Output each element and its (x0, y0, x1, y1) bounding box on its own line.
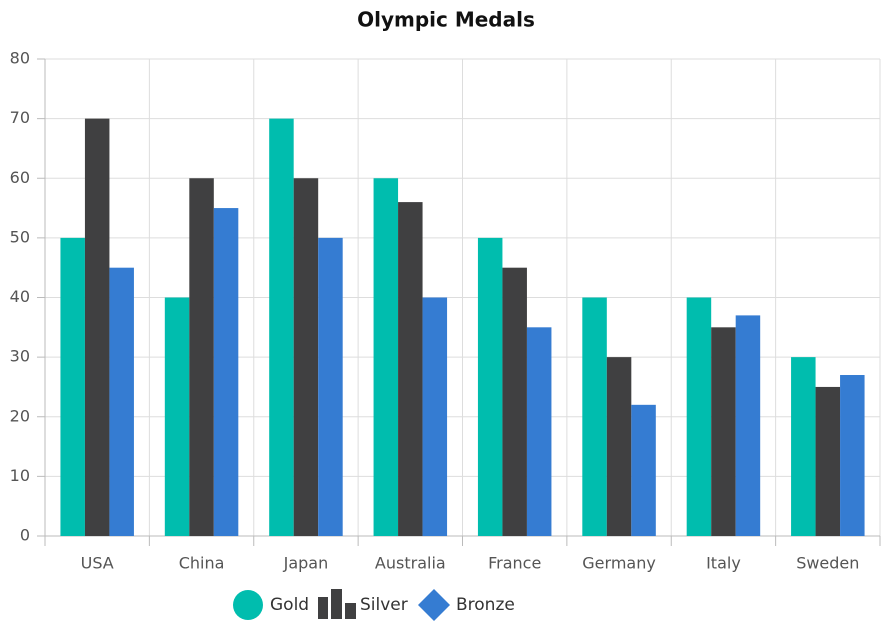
legend-marker (345, 603, 356, 619)
bar (109, 267, 134, 536)
bar (318, 237, 343, 536)
bar (189, 178, 214, 536)
bar (293, 178, 319, 536)
x-tick-label: France (488, 554, 541, 573)
legend-marker (418, 589, 450, 621)
bar (422, 297, 448, 536)
x-tick-label: Italy (706, 554, 741, 573)
y-tick-label: 40 (10, 287, 30, 306)
bar (477, 237, 503, 536)
x-tick-label: China (179, 554, 225, 573)
bar (373, 178, 399, 536)
bar (606, 357, 632, 536)
x-tick-label: Japan (283, 554, 329, 573)
chart-title: Olympic Medals (357, 8, 535, 32)
y-tick-label: 70 (10, 108, 30, 127)
bar (269, 118, 294, 536)
legend-label: Gold (270, 595, 309, 615)
bar (213, 208, 239, 536)
bar (686, 297, 712, 536)
x-tick-label: Germany (582, 554, 656, 573)
x-tick-label: Australia (375, 554, 446, 573)
legend-marker (318, 597, 328, 619)
bar (735, 315, 761, 536)
legend-marker (331, 589, 342, 619)
legend-label: Silver (360, 595, 408, 615)
y-tick-label: 60 (10, 168, 30, 187)
bar (398, 202, 423, 536)
y-tick-label: 20 (10, 406, 30, 425)
bar (815, 386, 841, 536)
y-tick-label: 80 (10, 49, 30, 68)
bar (526, 327, 552, 536)
y-tick-label: 10 (10, 466, 30, 485)
bar (840, 375, 865, 536)
bar (631, 404, 656, 536)
legend-label: Bronze (456, 595, 515, 615)
bar (84, 118, 110, 536)
bar (164, 297, 190, 536)
y-tick-label: 30 (10, 347, 30, 366)
bar (502, 267, 527, 536)
x-tick-label: USA (81, 554, 114, 573)
bar (791, 357, 816, 536)
legend-marker (233, 590, 263, 620)
bar (60, 237, 85, 536)
bar (711, 327, 736, 536)
y-tick-label: 50 (10, 227, 30, 246)
x-tick-label: Sweden (796, 554, 859, 573)
y-tick-label: 0 (20, 526, 30, 545)
bar (582, 297, 607, 536)
